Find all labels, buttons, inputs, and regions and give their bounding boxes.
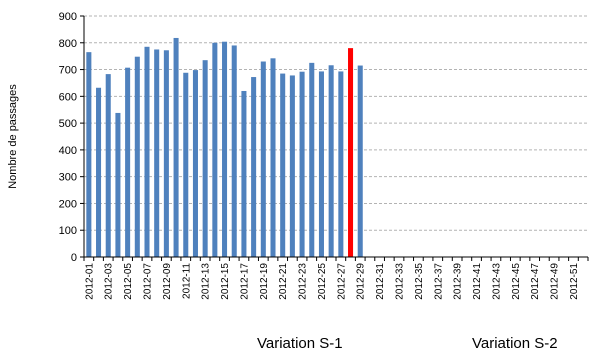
x-tick-label-2012-23: 2012-23: [298, 263, 309, 300]
x-tick-label-2012-05: 2012-05: [123, 263, 134, 300]
x-tick-label-2012-03: 2012-03: [104, 263, 115, 300]
x-tick-label-2012-49: 2012-49: [550, 263, 561, 300]
y-tick-label-800: 800: [59, 38, 77, 50]
x-tick-label-2012-39: 2012-39: [453, 263, 464, 300]
y-tick-label-500: 500: [59, 118, 77, 130]
bar-2012-14: [212, 42, 218, 257]
bar-2012-15: [222, 41, 228, 258]
bar-2012-23: [299, 71, 305, 257]
x-tick-label-2012-21: 2012-21: [278, 263, 289, 300]
bar-2012-21: [280, 73, 286, 257]
bar-2012-20: [270, 58, 276, 258]
x-tick-label-2012-25: 2012-25: [317, 263, 328, 300]
bar-2012-08: [154, 49, 160, 257]
bar-2012-11: [183, 72, 189, 258]
y-tick-label-900: 900: [59, 11, 77, 23]
bar-2012-13: [202, 60, 208, 258]
x-tick-label-2012-07: 2012-07: [143, 263, 154, 300]
y-tick-label-0: 0: [71, 252, 77, 264]
bar-2012-22: [289, 75, 295, 257]
x-tick-label-2012-11: 2012-11: [181, 263, 192, 299]
x-tick-label-2012-15: 2012-15: [220, 263, 231, 300]
bar-2012-18: [251, 77, 257, 257]
x-tick-label-2012-41: 2012-41: [472, 263, 483, 300]
y-axis-label: Nombre de passages: [7, 84, 19, 189]
x-tick-label-2012-45: 2012-45: [511, 263, 522, 300]
bar-2012-10: [173, 37, 179, 258]
bar-2012-26: [328, 65, 334, 258]
bar-2012-05: [125, 67, 131, 258]
x-tick-label-2012-13: 2012-13: [201, 263, 212, 300]
bar-2012-07: [144, 46, 150, 257]
x-tick-label-2012-29: 2012-29: [356, 263, 367, 300]
bar-2012-09: [163, 50, 169, 257]
x-tick-label-2012-09: 2012-09: [162, 263, 173, 300]
variation-s2-label: Variation S-2: [472, 335, 558, 352]
bar-2012-16: [231, 45, 237, 258]
y-tick-label-400: 400: [59, 145, 77, 157]
y-tick-label-300: 300: [59, 172, 77, 184]
x-tick-label-2012-37: 2012-37: [433, 263, 444, 300]
variation-s1-label: Variation S-1: [257, 335, 343, 352]
bar-2012-29: [357, 65, 363, 257]
bar-2012-03: [105, 74, 111, 257]
x-tick-label-2012-19: 2012-19: [259, 263, 270, 300]
x-tick-label-2012-17: 2012-17: [239, 263, 250, 300]
bar-2012-12: [192, 70, 198, 257]
y-tick-label-700: 700: [59, 65, 77, 77]
bar-2012-27: [338, 71, 344, 258]
bar-2012-06: [134, 56, 140, 258]
x-tick-label-2012-51: 2012-51: [569, 263, 580, 300]
bar-2012-28: [348, 48, 354, 257]
bar-2012-19: [260, 61, 266, 257]
x-tick-label-2012-35: 2012-35: [414, 263, 425, 300]
x-tick-label-2012-47: 2012-47: [530, 263, 541, 300]
bar-2012-01: [86, 52, 92, 258]
x-tick-label-2012-27: 2012-27: [336, 263, 347, 300]
y-tick-label-100: 100: [59, 225, 77, 237]
x-tick-label-2012-33: 2012-33: [395, 263, 406, 300]
x-tick-label-2012-01: 2012-01: [84, 263, 95, 300]
y-tick-label-200: 200: [59, 198, 77, 210]
x-tick-label-2012-31: 2012-31: [375, 263, 386, 300]
x-tick-label-2012-43: 2012-43: [491, 263, 502, 300]
bar-2012-02: [96, 87, 102, 257]
y-tick-label-600: 600: [59, 91, 77, 103]
bar-2012-04: [115, 112, 121, 257]
bar-2012-24: [309, 62, 315, 257]
bar-2012-25: [318, 71, 324, 258]
bar-2012-17: [241, 90, 247, 257]
